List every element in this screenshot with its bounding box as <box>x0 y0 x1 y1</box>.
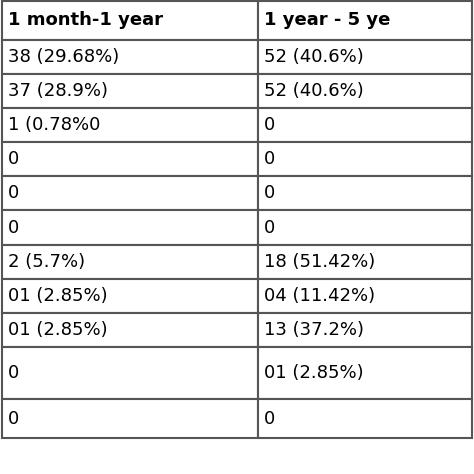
Text: 0: 0 <box>8 364 19 382</box>
Text: 0: 0 <box>264 116 275 134</box>
Text: 01 (2.85%): 01 (2.85%) <box>8 321 108 339</box>
Bar <box>2 108 258 142</box>
Text: 38 (29.68%): 38 (29.68%) <box>8 48 119 66</box>
Text: 1 month-1 year: 1 month-1 year <box>8 11 163 29</box>
Text: 0: 0 <box>264 150 275 168</box>
Bar <box>258 313 472 347</box>
Bar <box>258 399 472 438</box>
Bar <box>2 40 258 74</box>
Bar <box>258 245 472 279</box>
Bar <box>258 347 472 399</box>
Text: 52 (40.6%): 52 (40.6%) <box>264 48 364 66</box>
Text: 0: 0 <box>8 219 19 237</box>
Bar <box>258 74 472 108</box>
Text: 18 (51.42%): 18 (51.42%) <box>264 253 375 271</box>
Text: 2 (5.7%): 2 (5.7%) <box>8 253 85 271</box>
Text: 52 (40.6%): 52 (40.6%) <box>264 82 364 100</box>
Text: 0: 0 <box>264 219 275 237</box>
Bar <box>2 279 258 313</box>
Bar <box>258 40 472 74</box>
Bar <box>2 245 258 279</box>
Text: 13 (37.2%): 13 (37.2%) <box>264 321 364 339</box>
Bar <box>258 279 472 313</box>
Bar <box>2 313 258 347</box>
Text: 37 (28.9%): 37 (28.9%) <box>8 82 108 100</box>
Bar <box>258 142 472 176</box>
Bar <box>2 210 258 245</box>
Bar <box>2 347 258 399</box>
Text: 0: 0 <box>8 184 19 202</box>
Text: 1 (0.78%0: 1 (0.78%0 <box>8 116 100 134</box>
Text: 0: 0 <box>264 184 275 202</box>
Bar <box>2 142 258 176</box>
Bar <box>258 108 472 142</box>
Text: 0: 0 <box>8 410 19 428</box>
Text: 1 year - 5 ye: 1 year - 5 ye <box>264 11 391 29</box>
Text: 0: 0 <box>8 150 19 168</box>
Bar <box>2 74 258 108</box>
Bar <box>258 176 472 210</box>
Bar <box>2 176 258 210</box>
Text: 01 (2.85%): 01 (2.85%) <box>264 364 364 382</box>
Text: 04 (11.42%): 04 (11.42%) <box>264 287 375 305</box>
Bar <box>258 1 472 40</box>
Bar <box>258 210 472 245</box>
Text: 01 (2.85%): 01 (2.85%) <box>8 287 108 305</box>
Text: 0: 0 <box>264 410 275 428</box>
Bar <box>2 1 258 40</box>
Bar <box>2 399 258 438</box>
